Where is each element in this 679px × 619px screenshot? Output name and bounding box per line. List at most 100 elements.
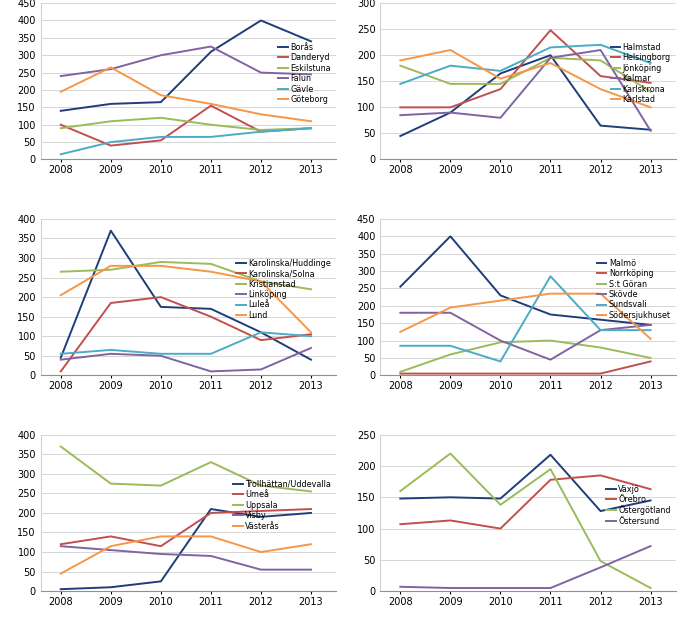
Karlskrona bbox=[646, 59, 655, 67]
Halmstad bbox=[496, 70, 504, 77]
Kristianstad bbox=[157, 258, 165, 266]
S:t Göran bbox=[446, 351, 454, 358]
Falun bbox=[107, 66, 115, 73]
Halmstad bbox=[397, 132, 405, 140]
Helsingborg bbox=[646, 79, 655, 87]
Sundsvali bbox=[596, 326, 604, 334]
Line: Halmstad: Halmstad bbox=[401, 55, 650, 136]
Norrköping bbox=[397, 370, 405, 378]
Malmö bbox=[547, 311, 555, 318]
Växjö bbox=[646, 496, 655, 504]
Borås bbox=[157, 98, 165, 106]
Västerås bbox=[207, 533, 215, 540]
Visby bbox=[207, 552, 215, 560]
Uppsala bbox=[56, 443, 65, 450]
Helsingborg bbox=[596, 72, 604, 80]
Umeå bbox=[207, 509, 215, 517]
Östersund bbox=[596, 564, 604, 571]
Luleå bbox=[257, 329, 265, 336]
Sundsvali bbox=[397, 342, 405, 350]
Örebro bbox=[397, 521, 405, 528]
Borås bbox=[107, 100, 115, 108]
Skövde bbox=[547, 356, 555, 363]
Uppsala bbox=[157, 482, 165, 489]
Danderyd bbox=[56, 121, 65, 129]
Danderyd bbox=[107, 142, 115, 149]
Gävle bbox=[207, 133, 215, 141]
Östersund bbox=[547, 584, 555, 592]
Helsingborg bbox=[547, 27, 555, 34]
Norrköping bbox=[596, 370, 604, 378]
Norrköping bbox=[646, 358, 655, 365]
Falun bbox=[207, 43, 215, 50]
Lund bbox=[307, 329, 315, 336]
S:t Göran bbox=[397, 368, 405, 376]
Norrköping bbox=[547, 370, 555, 378]
Line: Linköping: Linköping bbox=[60, 348, 311, 371]
Eskilstuna bbox=[307, 124, 315, 132]
Kristianstad bbox=[307, 285, 315, 293]
Örebro bbox=[496, 525, 504, 532]
Line: Norrköping: Norrköping bbox=[401, 361, 650, 374]
Line: Eskilstuna: Eskilstuna bbox=[60, 118, 311, 130]
Linköping bbox=[257, 366, 265, 373]
Umeå bbox=[307, 505, 315, 513]
Jönköping bbox=[596, 57, 604, 64]
Skövde bbox=[646, 321, 655, 329]
Östergötland bbox=[397, 487, 405, 495]
Karolinska/Solna bbox=[257, 336, 265, 344]
Karolinska/Huddinge bbox=[107, 227, 115, 235]
Karlskrona bbox=[547, 44, 555, 51]
Gävle bbox=[107, 139, 115, 146]
Malmö bbox=[646, 321, 655, 329]
Karlstad bbox=[646, 103, 655, 111]
Jönköping bbox=[496, 80, 504, 88]
Växjö bbox=[596, 508, 604, 515]
Halmstad bbox=[547, 51, 555, 59]
Kristianstad bbox=[56, 268, 65, 275]
Jönköping bbox=[547, 54, 555, 61]
Line: Östersund: Östersund bbox=[401, 546, 650, 588]
Växjö bbox=[496, 495, 504, 502]
Line: Östergötland: Östergötland bbox=[401, 454, 650, 588]
Line: Danderyd: Danderyd bbox=[60, 106, 311, 145]
Eskilstuna bbox=[107, 118, 115, 125]
Lund bbox=[207, 268, 215, 275]
Sundsvali bbox=[547, 272, 555, 280]
Eskilstuna bbox=[56, 124, 65, 132]
Kristianstad bbox=[257, 278, 265, 285]
Karolinska/Huddinge bbox=[56, 354, 65, 361]
Lund bbox=[157, 262, 165, 269]
S:t Göran bbox=[646, 354, 655, 361]
Karlstad bbox=[547, 59, 555, 67]
Legend: Karolinska/Huddinge, Karolinska/Solna, Kristianstad, Linköping, Luleå, Lund: Karolinska/Huddinge, Karolinska/Solna, K… bbox=[236, 258, 332, 321]
Visby bbox=[107, 547, 115, 554]
Trollhättan/Uddevalla bbox=[257, 513, 265, 521]
Falun bbox=[307, 71, 315, 78]
Östersund bbox=[446, 584, 454, 592]
Jönköping bbox=[446, 80, 454, 88]
Linköping bbox=[107, 350, 115, 358]
Umeå bbox=[157, 542, 165, 550]
Eskilstuna bbox=[157, 114, 165, 121]
Line: Trollhättan/Uddevalla: Trollhättan/Uddevalla bbox=[60, 509, 311, 589]
Line: Visby: Visby bbox=[60, 546, 311, 569]
Luleå bbox=[56, 350, 65, 358]
Helsingborg bbox=[397, 103, 405, 111]
Trollhättan/Uddevalla bbox=[56, 586, 65, 593]
Västerås bbox=[107, 542, 115, 550]
Line: Lund: Lund bbox=[60, 266, 311, 332]
Västerås bbox=[56, 570, 65, 578]
Örebro bbox=[646, 485, 655, 493]
Kalmar bbox=[596, 46, 604, 54]
Line: Umeå: Umeå bbox=[60, 509, 311, 546]
Göteborg bbox=[207, 100, 215, 108]
Line: Helsingborg: Helsingborg bbox=[401, 30, 650, 107]
Karolinska/Solna bbox=[207, 313, 215, 321]
Eskilstuna bbox=[257, 126, 265, 134]
Karolinska/Solna bbox=[307, 331, 315, 338]
Sundsvali bbox=[446, 342, 454, 350]
Skövde bbox=[446, 309, 454, 316]
Line: Uppsala: Uppsala bbox=[60, 446, 311, 491]
Södersjukhuset bbox=[547, 290, 555, 297]
